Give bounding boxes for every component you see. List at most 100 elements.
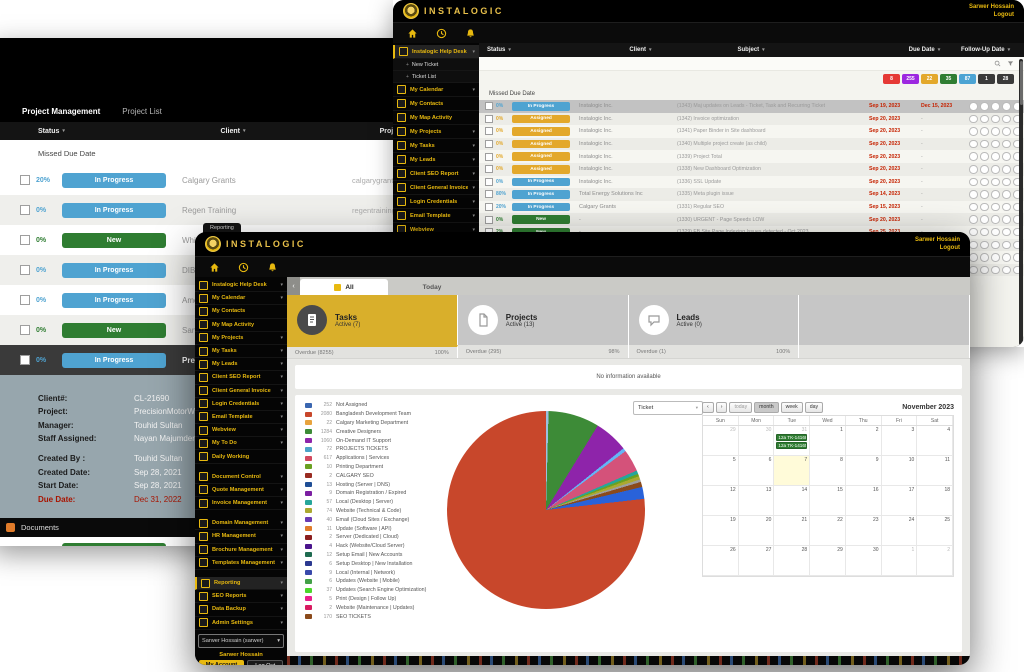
calendar-cell[interactable]: 29 (703, 426, 739, 456)
check-icon[interactable] (1002, 240, 1011, 250)
sidebar-item-reporting[interactable]: Reporting ▾ (195, 576, 287, 591)
sidebar-item-brochure-management[interactable]: Brochure Management ▾ (195, 544, 287, 557)
calendar-view-day[interactable]: day (804, 401, 824, 413)
view-icon[interactable] (969, 202, 978, 212)
calendar-cell[interactable]: 31 12a TK-14168 12a TK-14165 (774, 426, 811, 456)
legend-item[interactable]: 1060 On-Demand IT Support (305, 436, 475, 445)
calendar-cell[interactable]: 5 (703, 456, 739, 486)
ticket-subject[interactable]: (1341) Paper Binder in Site dashboard (677, 128, 766, 135)
check-icon[interactable] (1002, 102, 1011, 111)
edit-icon[interactable] (980, 265, 989, 275)
check-icon[interactable] (1002, 190, 1011, 199)
edit-icon[interactable] (980, 102, 989, 111)
legend-item[interactable]: 6 Updates (Website | Mobile) (305, 577, 475, 586)
check-icon[interactable] (1002, 253, 1011, 262)
client-name[interactable]: Instalogic Inc. (579, 153, 613, 160)
calendar-cell[interactable]: 26 (703, 546, 739, 576)
calendar-cell[interactable]: 19 (703, 516, 739, 546)
sidebar-item-my-tasks[interactable]: My Tasks ▾ (195, 345, 287, 359)
column-header-subject[interactable]: Subject ▾ (737, 47, 908, 53)
row-checkbox[interactable] (20, 235, 30, 245)
calendar-event[interactable]: 12a TK-14168 (776, 434, 808, 441)
sidebar-item-document-control[interactable]: Document Control ▾ (195, 471, 287, 484)
calendar-next-button[interactable]: › (715, 401, 728, 413)
edit-icon[interactable] (980, 202, 989, 212)
card-tasks[interactable]: Tasks Active (7) (287, 295, 458, 345)
sidebar-item-seo-reports[interactable]: SEO Reports ▾ (195, 590, 287, 604)
ticket-subject[interactable]: (1331) Regular SEO (677, 204, 724, 211)
sidebar-item-instalogic-help-desk[interactable]: Instalogic Help Desk ▾ (393, 45, 479, 59)
comment-icon[interactable] (991, 177, 1000, 187)
calendar-cell[interactable]: 21 (774, 516, 811, 546)
status-count-chip[interactable]: 35 (940, 74, 957, 84)
row-checkbox[interactable] (20, 265, 30, 275)
sidebar-item-invoice-management[interactable]: Invoice Management ▾ (195, 497, 287, 511)
row-checkbox[interactable] (20, 355, 30, 365)
search-icon[interactable] (994, 60, 1001, 67)
row-checkbox[interactable] (485, 165, 493, 174)
calendar-cell[interactable]: 15 (810, 486, 846, 516)
calendar-event[interactable]: 12a TK-14165 (776, 442, 808, 449)
calendar-cell[interactable]: 8 (810, 456, 846, 486)
sidebar-item-client-seo-report[interactable]: Client SEO Report ▾ (195, 371, 287, 385)
comment-icon[interactable] (991, 202, 1000, 212)
sidebar-item-my-contacts[interactable]: My Contacts (195, 305, 287, 319)
project-title[interactable]: calgarygrants.com (352, 175, 414, 185)
status-count-chip[interactable]: 28 (997, 74, 1014, 84)
sidebar-item-my-contacts[interactable]: My Contacts (393, 97, 479, 111)
calendar-cell[interactable]: 22 (810, 516, 846, 546)
ticket-subject[interactable]: (1340) Multiple project create (as child… (677, 141, 767, 148)
view-icon[interactable] (969, 165, 978, 174)
legend-item[interactable]: 2 CALGARY SEO (305, 471, 475, 480)
calendar-cell[interactable]: 1 (810, 426, 846, 456)
row-checkbox[interactable] (485, 102, 493, 111)
edit-icon[interactable] (980, 253, 989, 262)
calendar-cell[interactable]: 30 (845, 546, 882, 576)
legend-item[interactable]: 9 Domain Registration / Expired (305, 489, 475, 498)
sidebar-item-my-to-do[interactable]: My To Do ▾ (195, 437, 287, 451)
card-leads[interactable]: Leads Active (0) (628, 295, 800, 345)
sidebar-item-my-calendar[interactable]: My Calendar ▾ (393, 83, 479, 97)
sidebar-item-client-seo-report[interactable]: Client SEO Report ▾ (393, 167, 479, 181)
sidebar-item-instalogic-help-desk[interactable]: Instalogic Help Desk ▾ (195, 279, 287, 293)
sidebar-item-admin-settings[interactable]: Admin Settings ▾ (195, 617, 287, 630)
vertical-scrollbar[interactable] (1019, 59, 1023, 345)
check-icon[interactable] (1002, 177, 1011, 187)
legend-item[interactable]: 2080 Bangladesh Development Team (305, 410, 475, 419)
sidebar-item-client-general-invoice[interactable]: Client General Invoice ▾ (195, 385, 287, 398)
status-count-chip[interactable]: 87 (959, 74, 976, 84)
view-icon[interactable] (969, 227, 978, 237)
filter-icon[interactable] (1007, 60, 1014, 67)
table-row[interactable]: 0% In Progress Instalogic Inc. (1336) SSL U… (479, 175, 1024, 189)
view-icon[interactable] (969, 114, 978, 124)
table-row[interactable]: 80% In Progress Total Energy Solutions Inc… (479, 188, 1024, 201)
calendar-cell[interactable]: 12 (703, 486, 739, 516)
comment-icon[interactable] (991, 215, 1000, 224)
calendar-cell[interactable]: 6 (738, 456, 775, 486)
tab-project-management[interactable]: Project Management (22, 106, 101, 116)
check-icon[interactable] (1002, 127, 1011, 136)
calendar-cell[interactable]: 11 (917, 456, 953, 486)
row-checkbox[interactable] (485, 127, 493, 136)
legend-item[interactable]: 9 Local (Internal | Network) (305, 568, 475, 577)
legend-item[interactable]: 252 Not Assigned (305, 401, 475, 410)
calendar-cell[interactable]: 23 (845, 516, 882, 546)
client-name[interactable]: Instalogic Inc. (579, 115, 613, 122)
table-row[interactable]: 0% Assigned Instalogic Inc. (1338) New Dash… (479, 162, 1024, 176)
log-out-button[interactable]: Log Out (247, 659, 284, 665)
comment-icon[interactable] (991, 190, 1000, 199)
sidebar-item-my-calendar[interactable]: My Calendar ▾ (195, 292, 287, 306)
legend-item[interactable]: 6 Setup Desktop | New Installation (305, 559, 475, 568)
view-icon[interactable] (969, 253, 978, 262)
row-checkbox[interactable] (485, 203, 493, 212)
view-icon[interactable] (969, 215, 978, 224)
calendar-prev-button[interactable]: ‹ (702, 401, 714, 413)
table-row[interactable]: 0% Assigned Instalogic Inc. (1342) Invoice … (479, 112, 1024, 126)
legend-item[interactable]: 2 Server (Dedicated | Cloud) (305, 533, 475, 542)
calendar-view-month[interactable]: month (754, 401, 779, 413)
tab-project-list[interactable]: Project List (122, 106, 162, 116)
legend-item[interactable]: 57 Local (Desktop | Server) (305, 498, 475, 507)
comment-icon[interactable] (991, 227, 1000, 237)
edit-icon[interactable] (980, 139, 989, 149)
ticket-subject[interactable]: (1335) Meta plugin issue (677, 191, 734, 198)
